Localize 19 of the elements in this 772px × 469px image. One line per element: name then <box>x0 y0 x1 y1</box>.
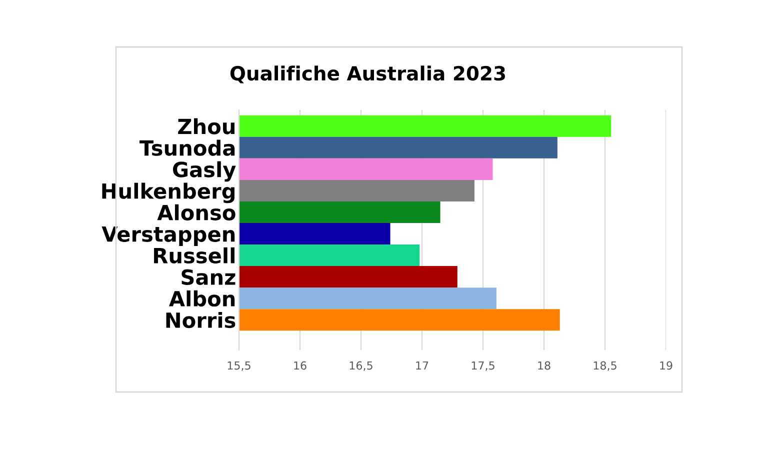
y-tick-label: Gasly <box>172 161 236 182</box>
y-tick-label: Hulkenberg <box>102 182 234 204</box>
x-tick-label: 16,5 <box>350 361 372 371</box>
y-tick-label: Sanz <box>182 269 236 286</box>
x-tick-label: 17,5 <box>472 361 494 371</box>
y-tick-label: Zhou <box>178 118 234 134</box>
x-tick-label: 15,5 <box>228 361 250 371</box>
y-tick-label: Russell <box>154 247 234 264</box>
y-tick-label: Albon <box>169 290 235 307</box>
x-tick-label: 19 <box>660 361 672 370</box>
chart-title: Qualifiche Australia 2023 <box>230 66 505 84</box>
x-tick-label: 16 <box>294 361 306 370</box>
y-tick-label: Norris <box>166 312 236 328</box>
x-tick-label: 18 <box>538 361 550 370</box>
y-tick-label: Tsunoda <box>140 140 235 156</box>
x-tick-label: 17 <box>416 361 428 370</box>
y-tick-label: Alonso <box>157 204 236 220</box>
x-tick-label: 18,5 <box>594 361 616 371</box>
y-tick-label: Verstappen <box>102 226 235 246</box>
